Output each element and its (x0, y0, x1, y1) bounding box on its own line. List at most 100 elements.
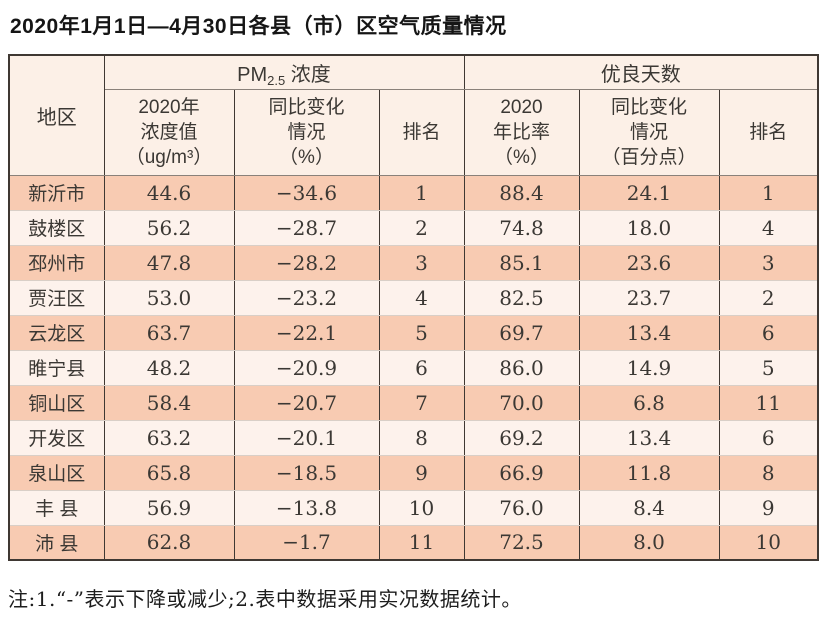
good-rate-cell: 72.5 (463, 524, 580, 561)
region-cell: 开发区 (8, 419, 105, 456)
pm-value-cell: 62.8 (103, 524, 235, 561)
pm-rank-cell: 4 (378, 279, 465, 316)
good-rate-cell: 85.1 (463, 244, 580, 281)
header-pm-change: 同比变化 情况 （%） (233, 89, 380, 176)
pm-rank-cell: 9 (378, 454, 465, 491)
pm-value-cell: 56.2 (103, 209, 235, 246)
region-cell: 丰 县 (8, 489, 105, 526)
table-body: 新沂市 44.6 −34.6 1 88.4 24.1 1 鼓楼区 56.2 −2… (8, 174, 819, 561)
good-change-cell: 11.8 (578, 454, 720, 491)
good-rate-cell: 76.0 (463, 489, 580, 526)
header-good-change: 同比变化 情况 （百分点） (578, 89, 720, 176)
region-cell: 新沂市 (8, 174, 105, 211)
pm-label-suffix: 浓度 (285, 63, 331, 86)
pm-change-cell: −18.5 (233, 454, 380, 491)
pm-value-cell: 47.8 (103, 244, 235, 281)
good-rank-cell: 2 (718, 279, 819, 316)
region-cell: 云龙区 (8, 314, 105, 351)
pm-value-cell: 48.2 (103, 349, 235, 386)
good-rate-cell: 69.7 (463, 314, 580, 351)
pm-rank-cell: 3 (378, 244, 465, 281)
table-row: 云龙区 63.7 −22.1 5 69.7 13.4 6 (8, 314, 819, 351)
pm-rank-cell: 5 (378, 314, 465, 351)
table-row: 开发区 63.2 −20.1 8 69.2 13.4 6 (8, 419, 819, 456)
pm-change-cell: −20.7 (233, 384, 380, 421)
pm-rank-cell: 6 (378, 349, 465, 386)
pm-change-cell: −34.6 (233, 174, 380, 211)
pm-value-cell: 53.0 (103, 279, 235, 316)
region-cell: 沛 县 (8, 524, 105, 561)
pm-value-cell: 56.9 (103, 489, 235, 526)
header-good-group: 优良天数 (463, 55, 819, 90)
good-change-cell: 8.0 (578, 524, 720, 561)
header-pm-value: 2020年 浓度值 （ug/m³） (103, 89, 235, 176)
good-rate-cell: 82.5 (463, 279, 580, 316)
table-row: 丰 县 56.9 −13.8 10 76.0 8.4 9 (8, 489, 819, 526)
good-change-cell: 18.0 (578, 209, 720, 246)
good-change-cell: 24.1 (578, 174, 720, 211)
pm-value-cell: 44.6 (103, 174, 235, 211)
page-title: 2020年1月1日—4月30日各县（市）区空气质量情况 (10, 15, 507, 38)
good-rate-cell: 69.2 (463, 419, 580, 456)
pm-change-cell: −20.9 (233, 349, 380, 386)
region-cell: 睢宁县 (8, 349, 105, 386)
air-quality-table: 地区 PM2.5 浓度 优良天数 2020年 浓度值 （ug/m³） 同比变化 … (8, 54, 820, 561)
pm-change-cell: −13.8 (233, 489, 380, 526)
pm-change-cell: −23.2 (233, 279, 380, 316)
good-rank-cell: 9 (718, 489, 819, 526)
good-rate-cell: 86.0 (463, 349, 580, 386)
table-row: 泉山区 65.8 −18.5 9 66.9 11.8 8 (8, 454, 819, 491)
pm-rank-cell: 11 (378, 524, 465, 561)
table-row: 铜山区 58.4 −20.7 7 70.0 6.8 11 (8, 384, 819, 421)
region-cell: 鼓楼区 (8, 209, 105, 246)
table-row: 新沂市 44.6 −34.6 1 88.4 24.1 1 (8, 174, 819, 211)
table-row: 鼓楼区 56.2 −28.7 2 74.8 18.0 4 (8, 209, 819, 246)
good-rate-cell: 88.4 (463, 174, 580, 211)
header-pm-group: PM2.5 浓度 (103, 55, 465, 90)
good-rank-cell: 5 (718, 349, 819, 386)
good-rank-cell: 4 (718, 209, 819, 246)
good-rate-cell: 66.9 (463, 454, 580, 491)
good-rank-cell: 3 (718, 244, 819, 281)
pm-label-prefix: PM (237, 63, 268, 86)
good-rank-cell: 8 (718, 454, 819, 491)
pm-change-cell: −1.7 (233, 524, 380, 561)
good-change-cell: 13.4 (578, 419, 720, 456)
pm-value-cell: 63.2 (103, 419, 235, 456)
region-cell: 贾汪区 (8, 279, 105, 316)
header-good-rate: 2020 年比率 （%） (463, 89, 580, 176)
table-row: 邳州市 47.8 −28.2 3 85.1 23.6 3 (8, 244, 819, 281)
pm-change-cell: −22.1 (233, 314, 380, 351)
good-rank-cell: 11 (718, 384, 819, 421)
table-row: 贾汪区 53.0 −23.2 4 82.5 23.7 2 (8, 279, 819, 316)
good-rank-cell: 6 (718, 314, 819, 351)
header-good-rank: 排名 (718, 89, 819, 176)
table-row: 沛 县 62.8 −1.7 11 72.5 8.0 10 (8, 524, 819, 561)
region-cell: 铜山区 (8, 384, 105, 421)
pm-change-cell: −28.2 (233, 244, 380, 281)
good-change-cell: 23.7 (578, 279, 720, 316)
pm-rank-cell: 10 (378, 489, 465, 526)
pm-change-cell: −20.1 (233, 419, 380, 456)
pm-change-cell: −28.7 (233, 209, 380, 246)
good-rate-cell: 74.8 (463, 209, 580, 246)
region-cell: 泉山区 (8, 454, 105, 491)
pm-rank-cell: 2 (378, 209, 465, 246)
good-rank-cell: 10 (718, 524, 819, 561)
good-rank-cell: 1 (718, 174, 819, 211)
good-change-cell: 8.4 (578, 489, 720, 526)
good-change-cell: 6.8 (578, 384, 720, 421)
good-change-cell: 23.6 (578, 244, 720, 281)
pm-value-cell: 65.8 (103, 454, 235, 491)
pm-label-subscript: 2.5 (267, 72, 286, 88)
pm-value-cell: 58.4 (103, 384, 235, 421)
footnote: 注:1.“-”表示下降或减少;2.表中数据采用实况数据统计。 (8, 587, 522, 611)
good-rate-cell: 70.0 (463, 384, 580, 421)
region-cell: 邳州市 (8, 244, 105, 281)
pm-value-cell: 63.7 (103, 314, 235, 351)
good-rank-cell: 6 (718, 419, 819, 456)
good-change-cell: 14.9 (578, 349, 720, 386)
good-change-cell: 13.4 (578, 314, 720, 351)
header-pm-rank: 排名 (378, 89, 465, 176)
